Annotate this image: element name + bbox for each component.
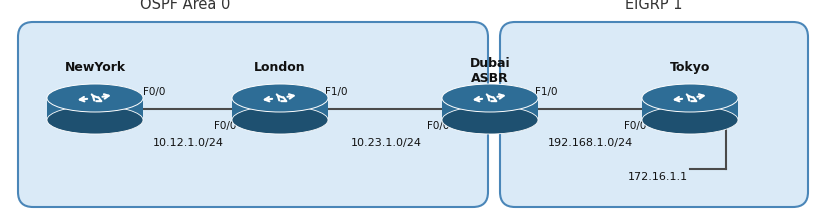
Text: 10.12.1.0/24: 10.12.1.0/24 [152,138,224,148]
Text: F0/0: F0/0 [143,87,165,97]
Text: F0/0: F0/0 [624,121,646,131]
Text: Tokyo: Tokyo [670,61,710,74]
Text: 172.16.1.1: 172.16.1.1 [628,172,688,182]
Ellipse shape [642,84,738,112]
Text: F1/0: F1/0 [535,87,557,97]
Text: 10.23.1.0/24: 10.23.1.0/24 [351,138,421,148]
Text: OSPF Area 0: OSPF Area 0 [140,0,230,12]
Polygon shape [490,84,538,134]
Ellipse shape [232,84,328,112]
Text: 192.168.1.0/24: 192.168.1.0/24 [547,138,633,148]
FancyBboxPatch shape [442,98,538,120]
Text: F0/0: F0/0 [426,121,449,131]
Text: F0/0: F0/0 [214,121,236,131]
Text: NewYork: NewYork [64,61,126,74]
Polygon shape [690,84,738,134]
Text: F1/0: F1/0 [325,87,347,97]
Ellipse shape [442,84,538,112]
FancyBboxPatch shape [642,98,738,120]
Polygon shape [280,84,328,134]
Text: Dubai
ASBR: Dubai ASBR [470,57,510,85]
Ellipse shape [232,106,328,134]
Ellipse shape [442,106,538,134]
Polygon shape [95,84,143,134]
FancyBboxPatch shape [18,22,488,207]
Text: EIGRP 1: EIGRP 1 [625,0,683,12]
Ellipse shape [47,84,143,112]
Ellipse shape [47,106,143,134]
Ellipse shape [642,106,738,134]
FancyBboxPatch shape [232,98,328,120]
FancyBboxPatch shape [47,98,143,120]
FancyBboxPatch shape [500,22,808,207]
Text: London: London [254,61,306,74]
